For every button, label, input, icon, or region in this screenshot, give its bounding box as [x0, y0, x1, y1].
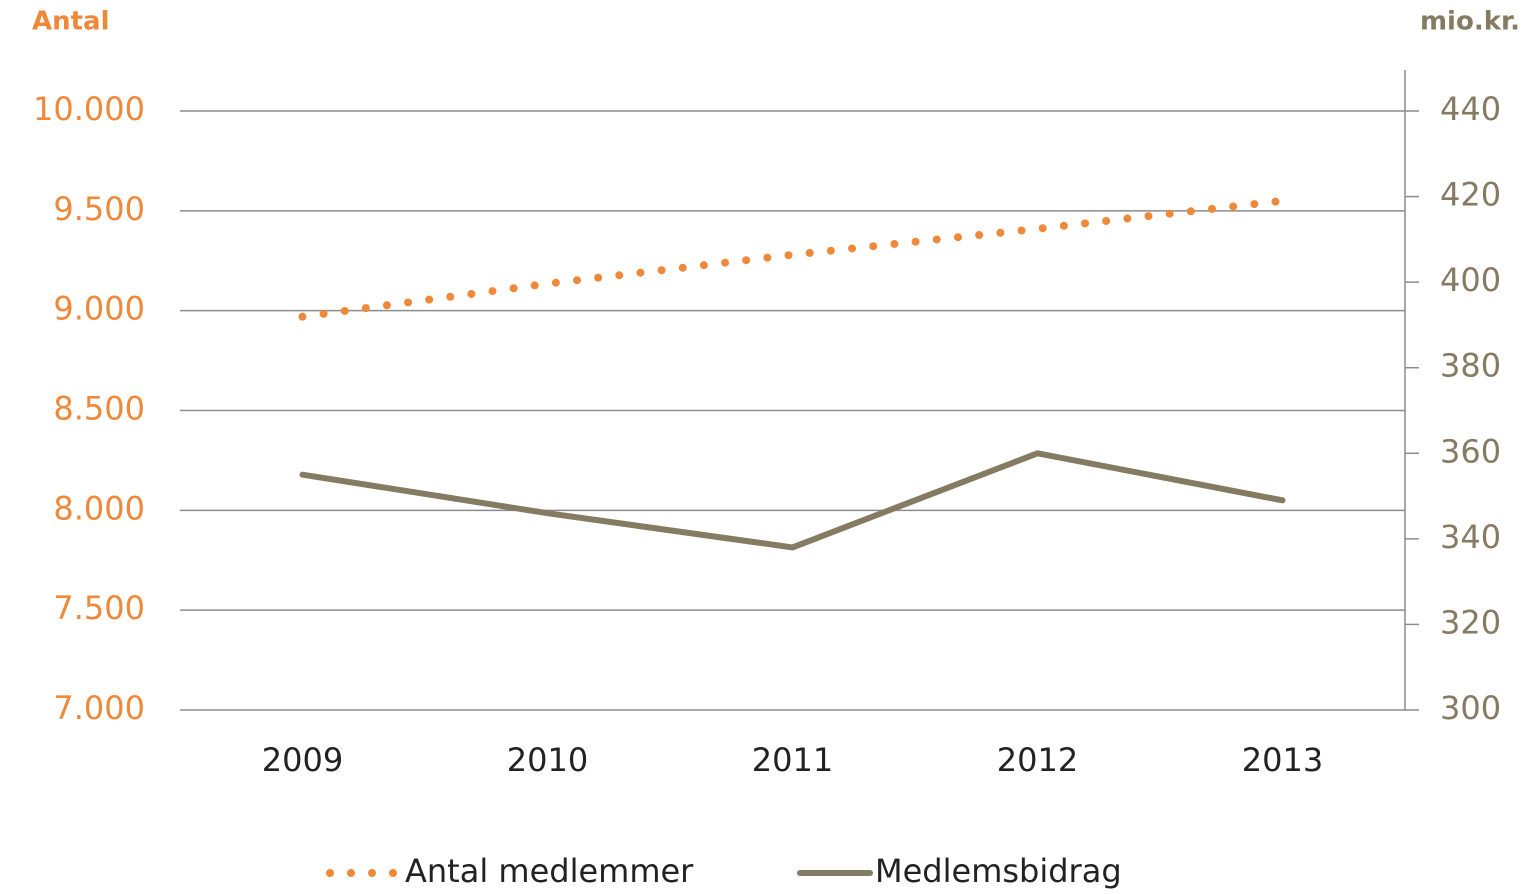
y-tick-label: 9.000 [53, 290, 145, 328]
series-line [298, 196, 1287, 321]
y2-tick-label: 440 [1440, 90, 1501, 128]
y-tick-label: 7.000 [53, 689, 145, 727]
x-tick-label: 2012 [997, 741, 1078, 779]
y2-tick-label: 340 [1440, 518, 1501, 556]
y2-tick-label: 380 [1440, 347, 1501, 385]
x-tick-label: 2009 [262, 741, 343, 779]
y2-tick-label: 400 [1440, 261, 1501, 299]
y2-tick-label: 360 [1440, 432, 1501, 470]
y2-axis-title: mio.kr. [1420, 7, 1520, 37]
series-line [299, 450, 1286, 551]
x-tick-label: 2013 [1242, 741, 1323, 779]
legend-label: Antal medlemmer [405, 852, 694, 890]
y-tick-label: 9.500 [53, 190, 145, 228]
y-tick-label: 7.500 [53, 589, 145, 627]
y-tick-label: 8.000 [53, 489, 145, 527]
legend-label: Medlemsbidrag [875, 852, 1122, 890]
x-tick-label: 2010 [507, 741, 588, 779]
x-tick-label: 2011 [752, 741, 833, 779]
y2-tick-label: 320 [1440, 603, 1501, 641]
y2-tick-label: 300 [1440, 689, 1501, 727]
y-axis-title: Antal [32, 7, 110, 37]
y-tick-label: 10.000 [33, 90, 145, 128]
y2-tick-label: 420 [1440, 176, 1501, 214]
y-tick-label: 8.500 [53, 390, 145, 428]
